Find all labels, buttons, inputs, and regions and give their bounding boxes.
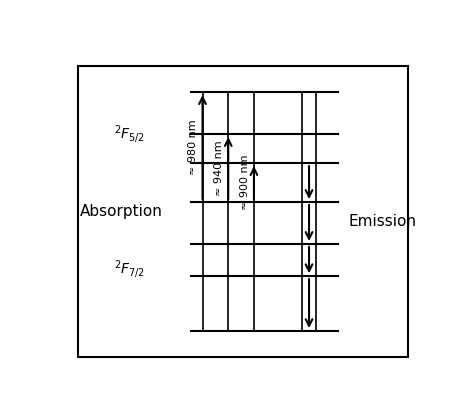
Text: ≈ 900 nm: ≈ 900 nm [240, 155, 250, 210]
Text: ≈ 940 nm: ≈ 940 nm [214, 140, 224, 196]
Text: $^2F_{7/2}$: $^2F_{7/2}$ [114, 259, 145, 280]
Text: Absorption: Absorption [80, 204, 163, 219]
Text: Emission: Emission [348, 214, 417, 229]
Text: ≈ 980 nm: ≈ 980 nm [188, 119, 198, 175]
Text: $^2F_{5/2}$: $^2F_{5/2}$ [114, 123, 145, 145]
